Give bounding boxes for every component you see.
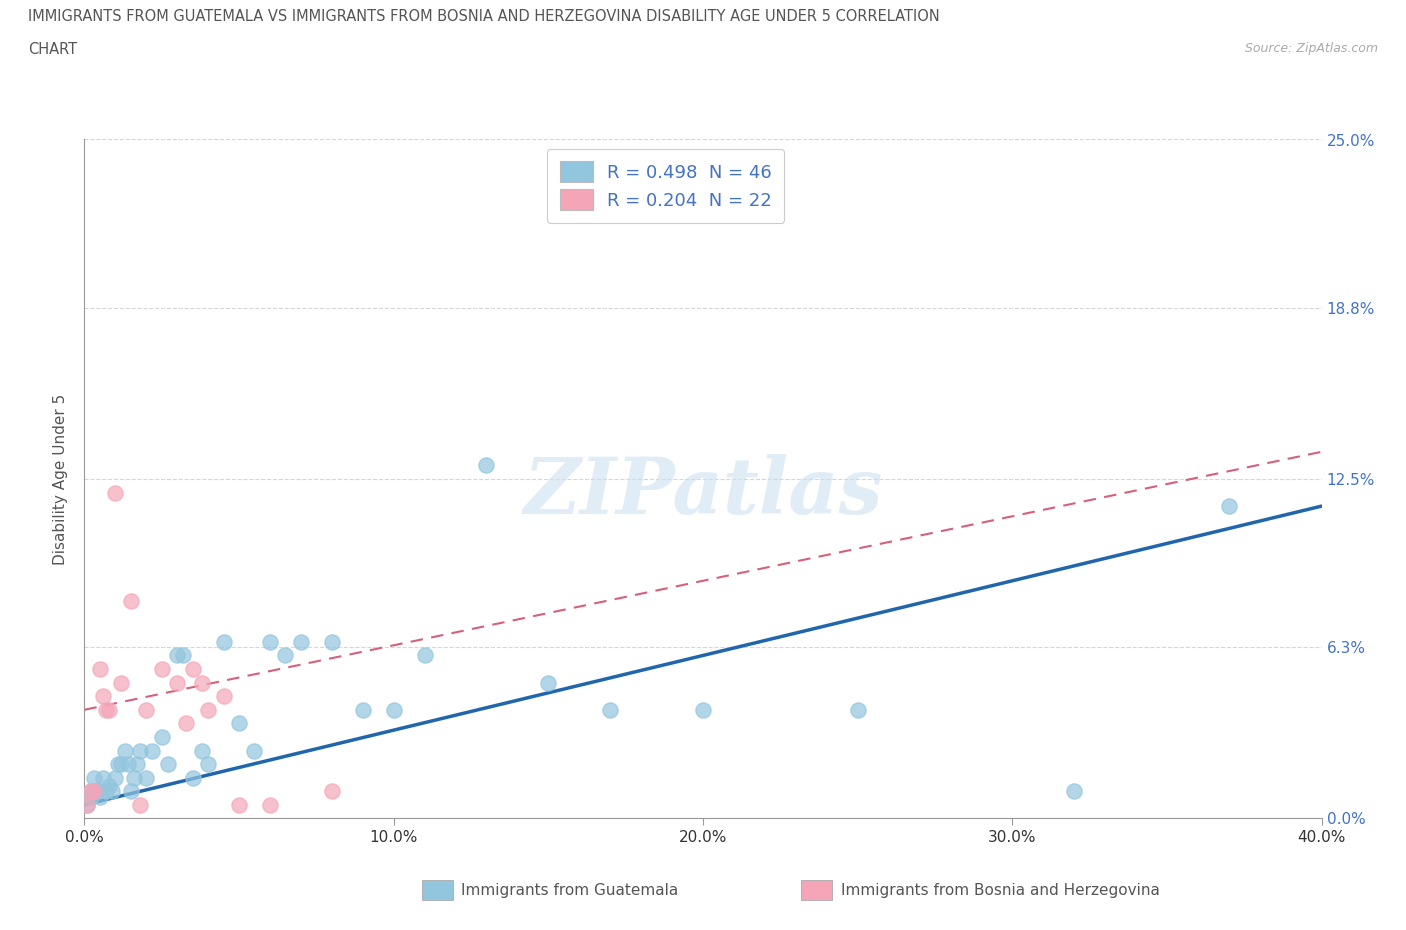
Text: ZIPatlas: ZIPatlas [523, 454, 883, 531]
Point [537, 675, 560, 690]
Point [181, 770, 204, 785]
Point [166, 648, 188, 663]
Point [120, 593, 142, 608]
Point [120, 784, 142, 799]
Point [83, 784, 105, 799]
Text: Source: ZipAtlas.com: Source: ZipAtlas.com [1244, 42, 1378, 55]
Point [98, 778, 121, 793]
Point [110, 675, 132, 690]
Point [125, 757, 148, 772]
Point [172, 648, 194, 663]
Point [122, 770, 145, 785]
Point [89, 661, 111, 676]
Point [89, 790, 111, 804]
Point [104, 770, 127, 785]
Point [413, 648, 436, 663]
Point [321, 784, 343, 799]
Point [79, 784, 101, 799]
Point [135, 770, 157, 785]
Point [274, 648, 297, 663]
Point [181, 661, 204, 676]
Point [191, 675, 214, 690]
Point [290, 634, 312, 649]
Text: CHART: CHART [28, 42, 77, 57]
Point [1218, 498, 1240, 513]
Point [94, 784, 117, 799]
Point [166, 675, 188, 690]
Point [259, 797, 281, 812]
Point [110, 757, 132, 772]
Point [1063, 784, 1085, 799]
Point [76, 797, 98, 812]
Point [86, 784, 108, 799]
Point [135, 702, 157, 717]
Point [76, 797, 98, 812]
Point [228, 797, 250, 812]
Point [156, 757, 179, 772]
Text: Immigrants from Guatemala: Immigrants from Guatemala [461, 883, 679, 897]
Point [692, 702, 714, 717]
Point [150, 661, 173, 676]
Legend: R = 0.498  N = 46, R = 0.204  N = 22: R = 0.498 N = 46, R = 0.204 N = 22 [547, 149, 785, 223]
Y-axis label: Disability Age Under 5: Disability Age Under 5 [53, 393, 69, 565]
Point [212, 689, 235, 704]
Point [141, 743, 163, 758]
Point [197, 757, 219, 772]
Point [475, 458, 498, 472]
Point [98, 702, 121, 717]
Point [79, 784, 101, 799]
Point [191, 743, 214, 758]
Point [197, 702, 219, 717]
Point [94, 702, 117, 717]
Point [846, 702, 869, 717]
Point [79, 790, 101, 804]
Point [107, 757, 129, 772]
Point [117, 757, 139, 772]
Point [212, 634, 235, 649]
Point [114, 743, 136, 758]
Text: Immigrants from Bosnia and Herzegovina: Immigrants from Bosnia and Herzegovina [841, 883, 1160, 897]
Point [352, 702, 374, 717]
Point [129, 743, 152, 758]
Text: IMMIGRANTS FROM GUATEMALA VS IMMIGRANTS FROM BOSNIA AND HERZEGOVINA DISABILITY A: IMMIGRANTS FROM GUATEMALA VS IMMIGRANTS … [28, 9, 939, 24]
Point [243, 743, 266, 758]
Point [101, 784, 124, 799]
Point [83, 770, 105, 785]
Point [321, 634, 343, 649]
Point [83, 784, 105, 799]
Point [382, 702, 405, 717]
Point [129, 797, 152, 812]
Point [176, 716, 198, 731]
Point [91, 770, 114, 785]
Point [599, 702, 621, 717]
Point [259, 634, 281, 649]
Point [104, 485, 127, 500]
Point [150, 729, 173, 744]
Point [228, 716, 250, 731]
Point [91, 689, 114, 704]
